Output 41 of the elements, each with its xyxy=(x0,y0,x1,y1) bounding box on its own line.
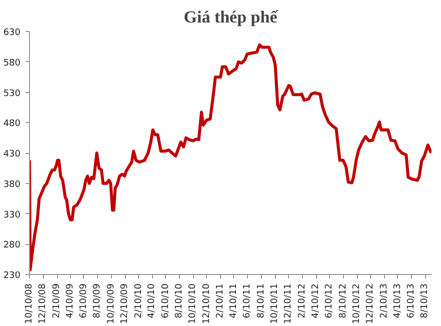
y-tick-label: 380 xyxy=(3,180,21,190)
x-tick-label: 4/10/11 xyxy=(228,283,239,318)
y-tick-label: 330 xyxy=(3,210,21,220)
x-tick-label: 10/10/11 xyxy=(270,284,280,324)
x-tick-label: 12/10/10 xyxy=(202,283,212,324)
x-tick-label: 2/10/09 xyxy=(52,283,62,318)
x-tick-label: 6/10/10 xyxy=(160,283,171,318)
y-tick-label: 630 xyxy=(3,28,21,38)
x-tick-label: 2/10/10 xyxy=(134,283,144,318)
x-tick-label: 6/10/12 xyxy=(324,283,335,318)
x-tick-label: 8/10/11 xyxy=(256,283,266,318)
x-tick-label: 2/10/13 xyxy=(380,283,390,318)
x-tick-label: 10/10/10 xyxy=(188,283,198,324)
x-tick-label: 4/10/12 xyxy=(311,283,322,318)
y-tick-label: 230 xyxy=(3,271,21,281)
chart-title: Giá thép phế xyxy=(184,8,279,26)
x-tick-label: 8/10/13 xyxy=(420,283,430,318)
line-series xyxy=(30,43,432,272)
x-tick-label: 8/10/12 xyxy=(338,283,348,318)
x-tick-label: 12/10/11 xyxy=(284,284,294,324)
x-tick-label: 4/10/10 xyxy=(147,283,158,318)
x-tick-label: 12/10/08 xyxy=(38,283,48,324)
x-tick-label: 2/10/11 xyxy=(216,283,226,318)
x-tick-label: 4/10/09 xyxy=(65,283,76,318)
x-tick-label: 12/10/09 xyxy=(120,283,130,324)
y-tick-label: 580 xyxy=(3,58,21,68)
x-tick-label: 10/10/09 xyxy=(106,283,116,324)
x-tick-label: 6/10/13 xyxy=(406,283,417,318)
y-tick-label: 480 xyxy=(3,119,21,130)
y-tick-label: 430 xyxy=(3,150,21,160)
x-tick-label: 2/10/12 xyxy=(298,283,308,318)
x-tick-label: 12/10/12 xyxy=(366,284,376,324)
x-tick-label: 10/10/08 xyxy=(24,283,34,324)
x-tick-label: 10/10/12 xyxy=(352,284,362,324)
x-tick-label: 8/10/10 xyxy=(174,283,184,318)
x-tick-label: 8/10/09 xyxy=(92,283,103,318)
x-tick-label: 6/10/11 xyxy=(242,283,253,318)
x-tick-label: 4/10/13 xyxy=(392,283,403,318)
y-tick-label: 530 xyxy=(3,88,21,99)
x-tick-label: 6/10/09 xyxy=(78,283,89,318)
y-tick-label: 280 xyxy=(3,240,21,251)
